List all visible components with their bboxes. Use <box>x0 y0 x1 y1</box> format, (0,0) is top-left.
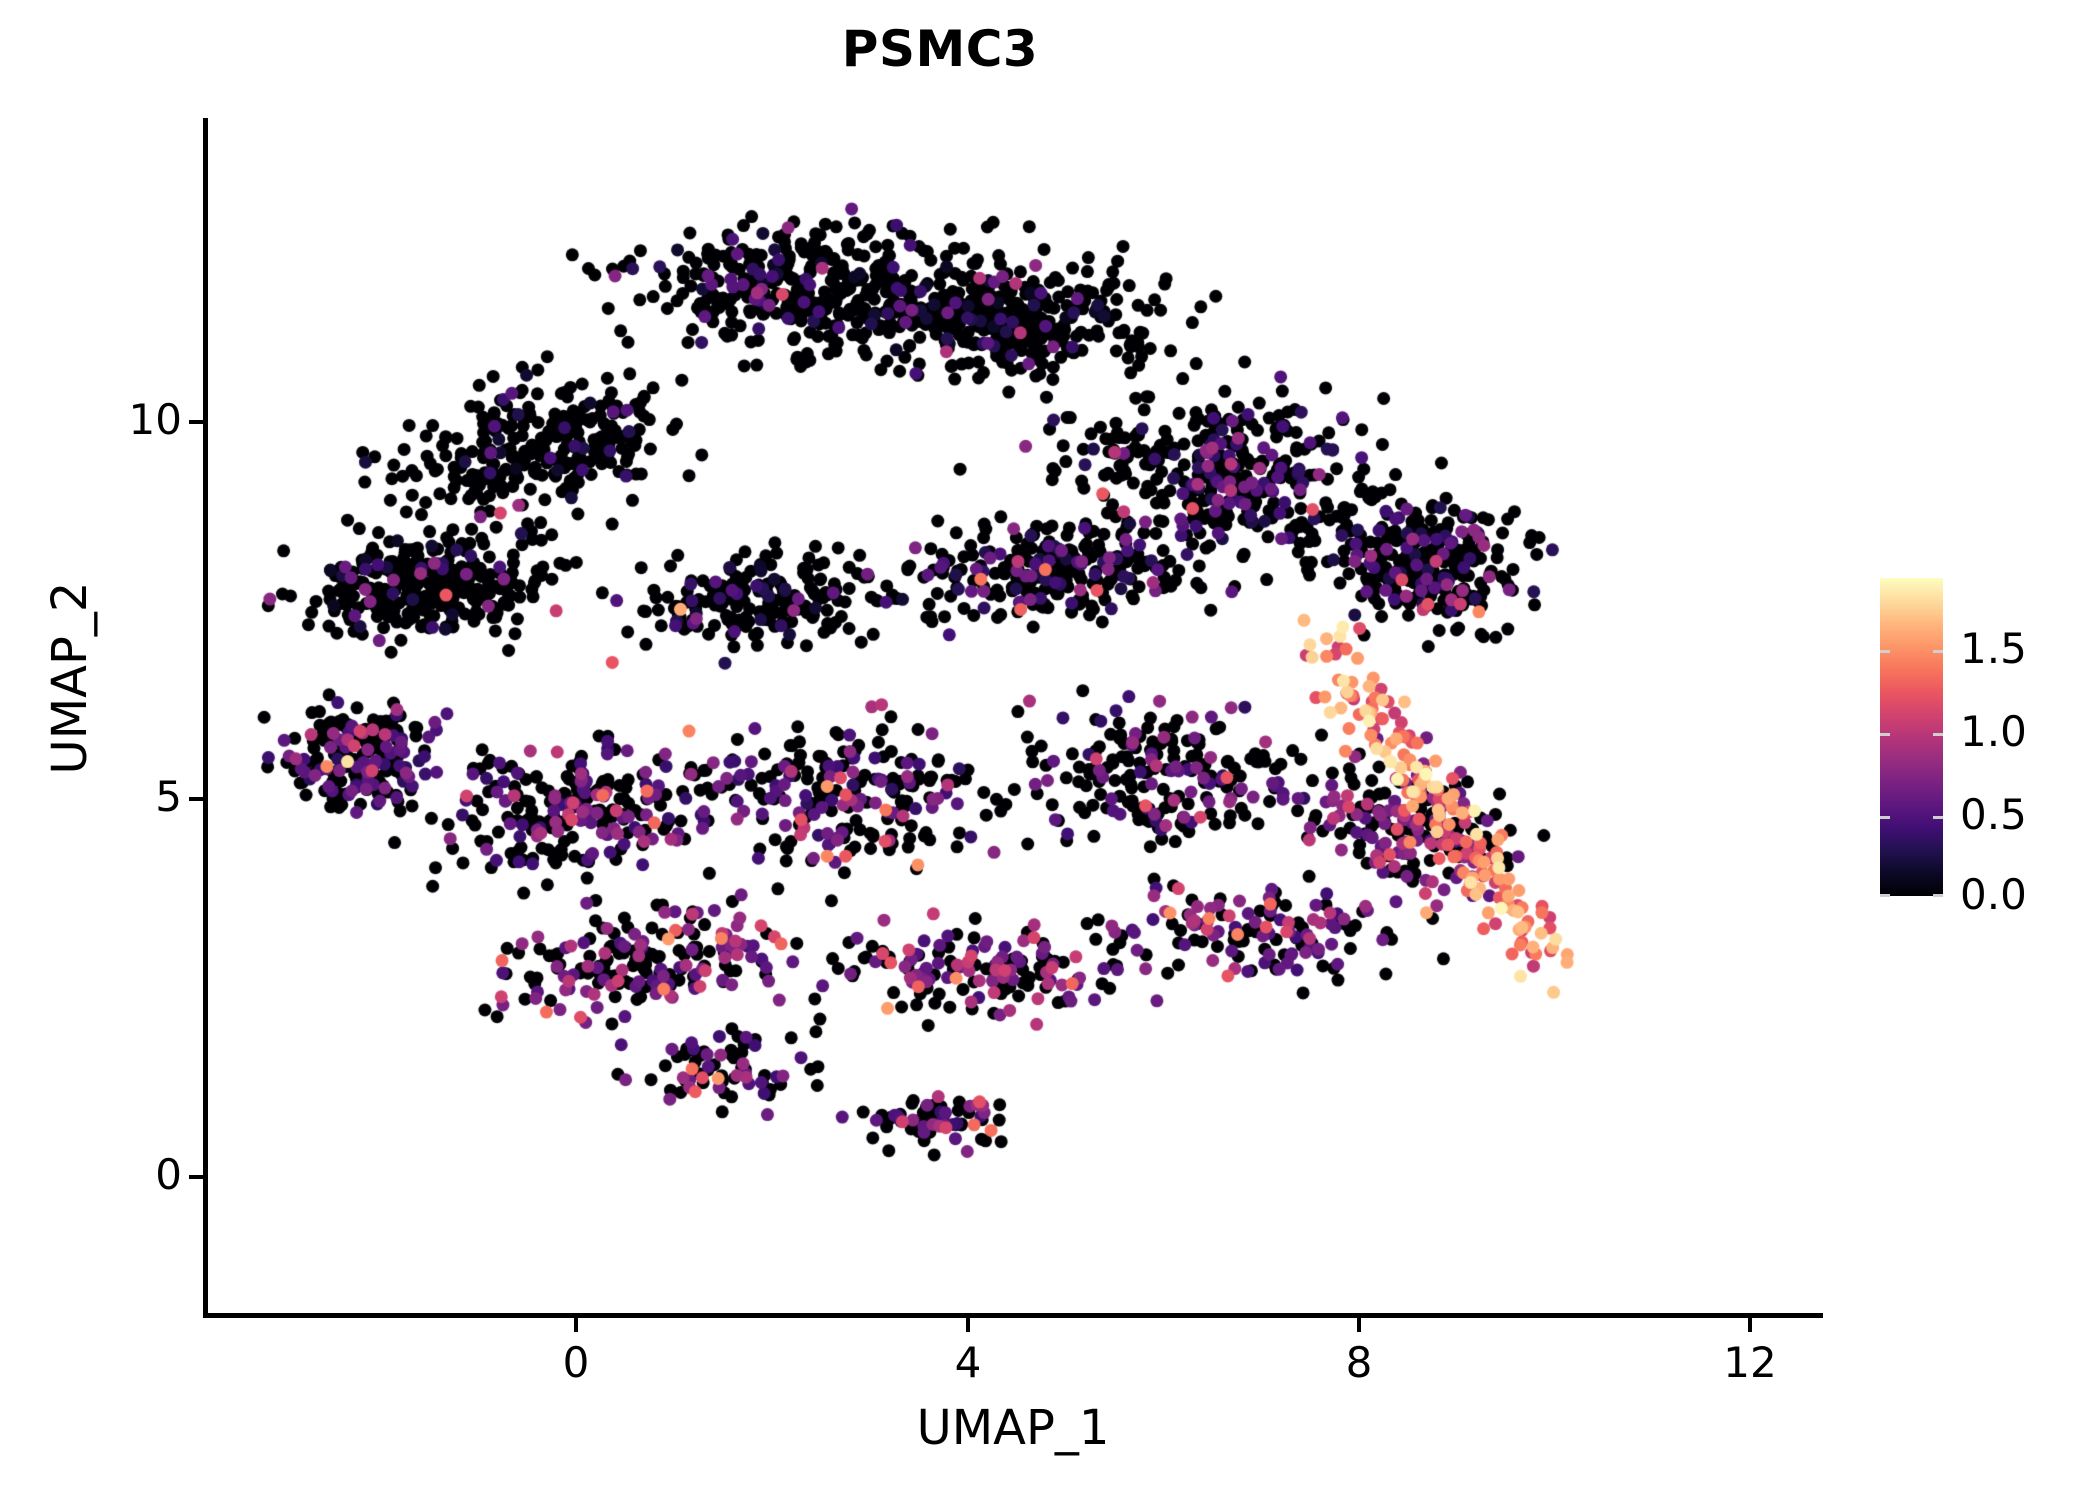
colorbar-tick-0-0-right <box>1933 894 1943 897</box>
x-tick-mark-8 <box>1357 1318 1361 1332</box>
colorbar-label-1-0: 1.0 <box>1960 707 2027 756</box>
colorbar-tick-1-0-right <box>1933 733 1943 736</box>
colorbar-tick-0-5-right <box>1933 816 1943 819</box>
x-tick-mark-12 <box>1748 1318 1752 1332</box>
colorbar: 1.5 1.0 0.5 0.0 <box>1880 578 2080 916</box>
x-tick-mark-4 <box>966 1318 970 1332</box>
x-tick-label-4: 4 <box>954 1338 982 1387</box>
colorbar-tick-0-0-left <box>1880 894 1890 897</box>
y-tick-mark-0 <box>189 1175 203 1179</box>
x-tick-label-0: 0 <box>562 1338 590 1387</box>
colorbar-label-0-0: 0.0 <box>1960 870 2027 919</box>
y-tick-label-0: 0 <box>155 1150 182 1199</box>
colorbar-gradient <box>1880 578 1943 896</box>
x-tick-label-12: 12 <box>1723 1338 1777 1387</box>
y-tick-mark-5 <box>189 797 203 801</box>
y-tick-label-5: 5 <box>155 772 182 821</box>
y-axis-label: UMAP_2 <box>42 581 98 775</box>
colorbar-label-1-5: 1.5 <box>1960 624 2027 673</box>
y-axis-spine <box>203 118 208 1318</box>
x-axis-label: UMAP_1 <box>916 1400 1110 1456</box>
colorbar-tick-1-0-left <box>1880 733 1890 736</box>
colorbar-tick-1-5-left <box>1880 650 1890 653</box>
colorbar-tick-0-5-left <box>1880 816 1890 819</box>
colorbar-label-0-5: 0.5 <box>1960 790 2027 839</box>
colorbar-tick-1-5-right <box>1933 650 1943 653</box>
scatter-plot-canvas <box>205 118 1820 1315</box>
y-tick-mark-10 <box>189 420 203 424</box>
x-tick-label-8: 8 <box>1345 1338 1373 1387</box>
x-tick-mark-0 <box>574 1318 578 1332</box>
y-tick-label-10: 10 <box>128 395 182 444</box>
x-axis-spine <box>203 1313 1823 1318</box>
page-title: PSMC3 <box>841 20 1039 78</box>
